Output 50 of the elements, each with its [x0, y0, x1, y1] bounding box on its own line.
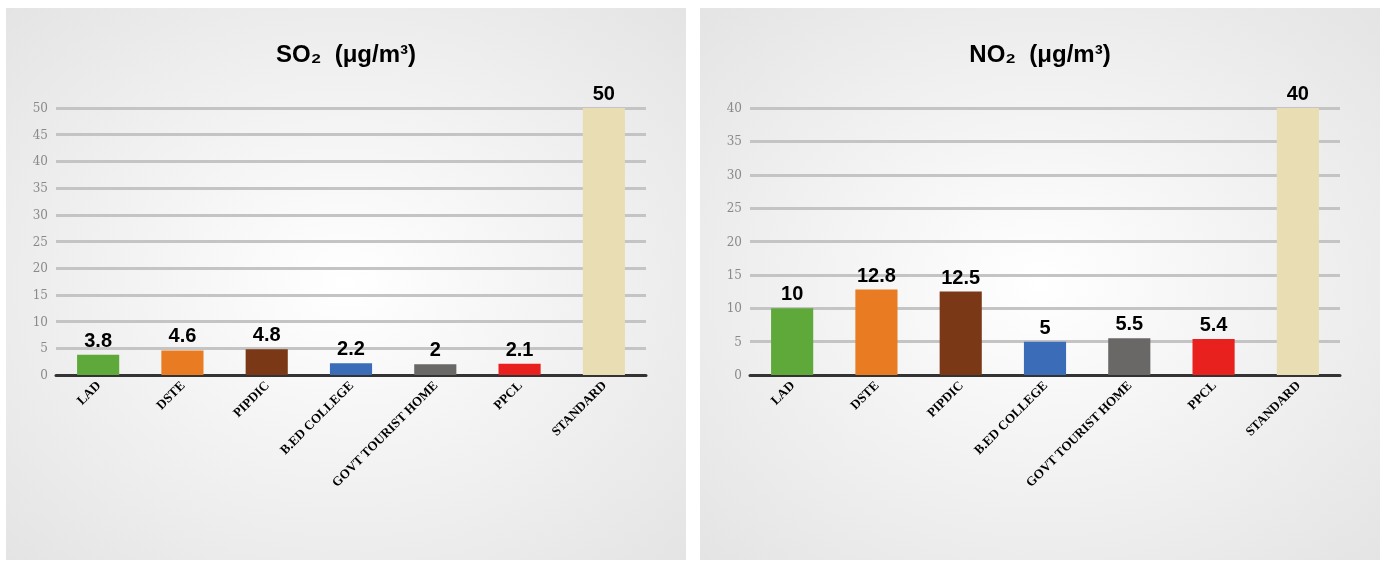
y-tick-label: 35 [32, 181, 48, 196]
y-tick-label: 25 [726, 201, 742, 216]
data-label: 2.1 [505, 337, 534, 360]
bar [855, 289, 898, 375]
bar [414, 364, 457, 375]
y-tick-label: 5 [40, 341, 48, 356]
y-tick-label: 15 [726, 267, 742, 282]
data-label: 2 [429, 338, 441, 361]
bar [245, 349, 288, 375]
bar [329, 363, 373, 375]
y-tick-label: 10 [726, 301, 742, 316]
bar [939, 291, 982, 375]
bar [498, 363, 541, 375]
data-label: 12.5 [941, 265, 981, 288]
data-label: 4.8 [252, 323, 281, 346]
data-label: 10 [781, 282, 804, 305]
bar [1192, 338, 1235, 375]
bar [77, 354, 120, 375]
y-tick-label: 20 [726, 234, 742, 249]
y-tick-label: 35 [726, 134, 742, 149]
data-label: 12.8 [856, 263, 896, 286]
y-tick-label: 40 [32, 154, 48, 169]
data-label: 5 [1039, 315, 1051, 338]
data-label: 4.6 [168, 324, 197, 347]
data-label: 5.4 [1199, 312, 1229, 335]
y-tick-label: 25 [32, 234, 48, 249]
bar [161, 350, 204, 375]
y-tick-label: 0 [40, 368, 48, 382]
bar [771, 308, 814, 375]
data-label: 50 [592, 82, 615, 104]
y-tick-label: 0 [734, 368, 742, 382]
y-tick-label: 40 [726, 101, 742, 115]
y-tick-label: 15 [32, 287, 48, 302]
data-label: 40 [1286, 82, 1309, 104]
y-tick-label: 30 [726, 167, 742, 182]
bar [1023, 341, 1067, 375]
data-label: 5.5 [1115, 312, 1144, 335]
chart-title: SO₂ (μg/m³) [275, 39, 417, 67]
data-label: 3.8 [84, 328, 113, 351]
chart-title: NO₂ (μg/m³) [969, 39, 1111, 67]
y-tick-label: 45 [32, 127, 48, 142]
y-tick-label: 5 [734, 334, 742, 349]
y-tick-label: 30 [32, 207, 48, 222]
data-label: 2.2 [337, 337, 365, 360]
bar [1276, 108, 1319, 375]
y-tick-label: 20 [32, 261, 48, 276]
bar [582, 108, 625, 375]
y-tick-label: 10 [32, 314, 48, 329]
bar [1108, 338, 1151, 375]
y-tick-label: 50 [32, 101, 48, 115]
